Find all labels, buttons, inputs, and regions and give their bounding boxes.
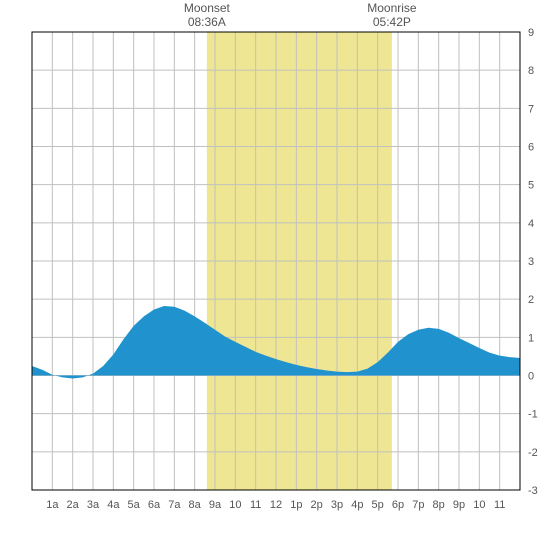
moonrise-label-time: 05:42P xyxy=(373,15,411,29)
x-tick-label: 6p xyxy=(392,499,404,511)
x-tick-label: 11 xyxy=(494,499,505,511)
x-tick-label: 2p xyxy=(311,499,323,511)
moonrise-label-title: Moonrise xyxy=(367,1,417,15)
y-tick-label: -3 xyxy=(528,485,538,497)
moonset-label-time: 08:36A xyxy=(188,15,226,29)
y-tick-label: 0 xyxy=(528,371,534,383)
x-tick-label: 3a xyxy=(87,499,100,511)
x-tick-label: 10 xyxy=(473,499,485,511)
x-tick-label: 9p xyxy=(453,499,465,511)
x-tick-label: 4p xyxy=(351,499,363,511)
x-tick-label: 5a xyxy=(128,499,141,511)
x-tick-label: 8p xyxy=(433,499,445,511)
y-tick-label: 7 xyxy=(528,103,534,115)
x-tick-label: 1a xyxy=(46,499,59,511)
x-tick-label: 8a xyxy=(189,499,202,511)
y-tick-label: 3 xyxy=(528,256,534,268)
x-tick-label: 7p xyxy=(412,499,424,511)
y-tick-label: 2 xyxy=(528,294,534,306)
y-tick-label: 8 xyxy=(528,65,534,77)
x-tick-label: 10 xyxy=(229,499,241,511)
chart-svg: 1a2a3a4a5a6a7a8a9a1011121p2p3p4p5p6p7p8p… xyxy=(0,0,550,550)
x-tick-label: 11 xyxy=(250,499,261,511)
x-tick-label: 7a xyxy=(168,499,181,511)
x-tick-label: 2a xyxy=(67,499,80,511)
x-tick-label: 3p xyxy=(331,499,343,511)
x-tick-label: 5p xyxy=(372,499,384,511)
y-tick-label: 5 xyxy=(528,180,534,192)
y-tick-label: -2 xyxy=(528,447,538,459)
moonset-label-title: Moonset xyxy=(184,1,231,15)
y-tick-label: 1 xyxy=(528,332,534,344)
x-tick-label: 9a xyxy=(209,499,222,511)
x-tick-label: 4a xyxy=(107,499,120,511)
tide-chart: 1a2a3a4a5a6a7a8a9a1011121p2p3p4p5p6p7p8p… xyxy=(0,0,550,550)
x-tick-label: 1p xyxy=(290,499,302,511)
x-tick-label: 6a xyxy=(148,499,161,511)
y-tick-label: 4 xyxy=(528,218,534,230)
y-tick-label: -1 xyxy=(528,409,538,421)
y-tick-label: 6 xyxy=(528,142,534,154)
x-tick-label: 12 xyxy=(270,499,282,511)
y-tick-label: 9 xyxy=(528,27,534,39)
